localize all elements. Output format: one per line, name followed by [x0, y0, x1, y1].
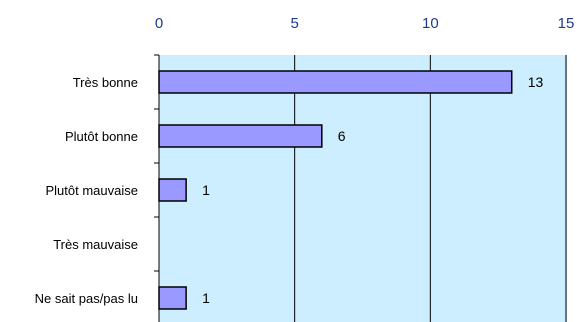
- data-labels: 13 6 1 1: [202, 74, 543, 306]
- x-tick-label-5: 5: [290, 15, 298, 32]
- category-label-0: Très bonne: [73, 75, 138, 90]
- category-label-1: Plutôt bonne: [65, 129, 138, 144]
- data-label-0: 13: [528, 74, 544, 90]
- bar-2: [158, 178, 187, 202]
- bar-4: [158, 286, 187, 310]
- gridlines: [294, 55, 567, 322]
- x-tick-label-0: 0: [155, 15, 163, 32]
- bars: [158, 70, 513, 310]
- category-labels: Très bonne Plutôt bonne Plutôt mauvaise Trè…: [35, 75, 138, 306]
- bar-1: [158, 124, 323, 148]
- category-label-2: Plutôt mauvaise: [46, 183, 139, 198]
- x-tick-label-10: 10: [422, 15, 439, 32]
- plot-area: [159, 55, 567, 322]
- data-label-1: 6: [338, 128, 346, 144]
- x-tick-label-15: 15: [558, 15, 575, 32]
- category-label-3: Très mauvaise: [53, 237, 138, 252]
- data-label-2: 1: [202, 182, 210, 198]
- bar-0: [158, 70, 513, 94]
- category-label-4: Ne sait pas/pas lu: [35, 291, 138, 306]
- x-tick-labels: 0 5 10 15: [155, 15, 575, 32]
- data-label-4: 1: [202, 290, 210, 306]
